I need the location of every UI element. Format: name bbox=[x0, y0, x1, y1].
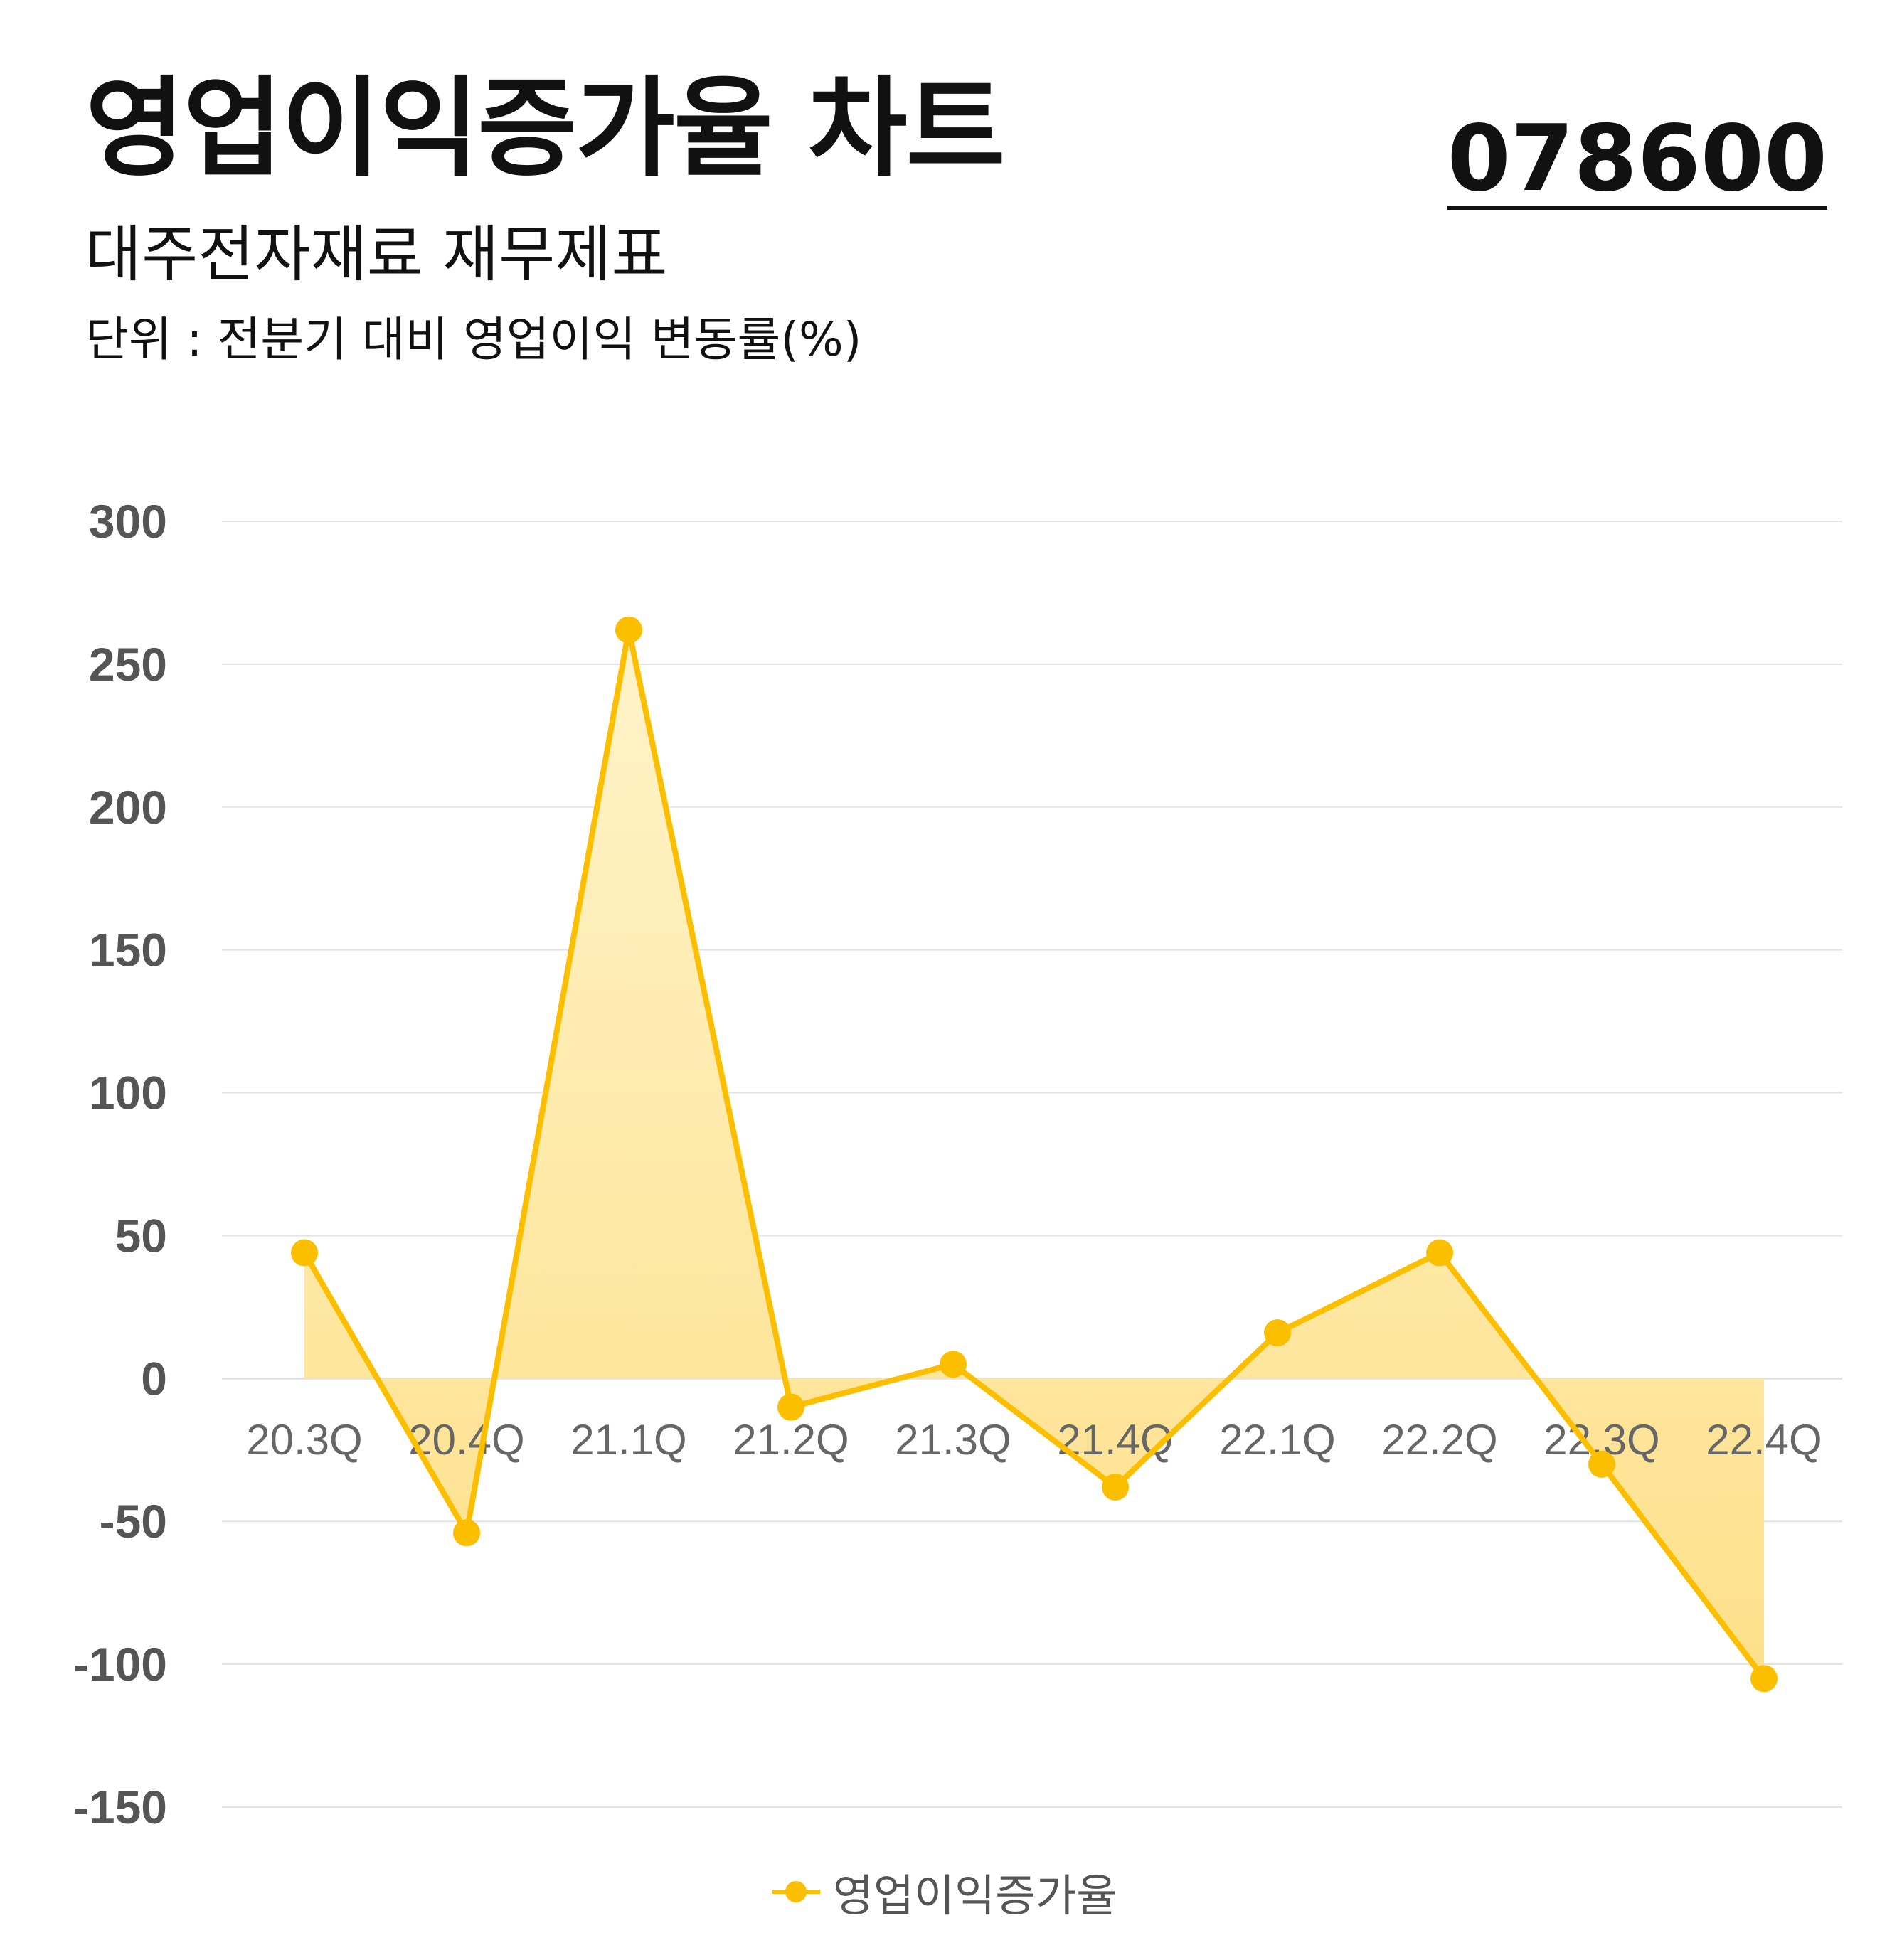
data-point bbox=[1750, 1665, 1778, 1693]
x-tick-label: 22.4Q bbox=[1706, 1416, 1822, 1464]
data-point bbox=[940, 1351, 967, 1378]
data-point bbox=[1426, 1239, 1453, 1267]
data-point bbox=[1264, 1319, 1291, 1347]
x-tick-label: 22.2Q bbox=[1381, 1416, 1497, 1464]
data-point bbox=[777, 1393, 804, 1421]
y-tick-label: 200 bbox=[89, 781, 167, 833]
ticker-code: 078600 bbox=[1447, 106, 1827, 212]
x-tick-label: 20.4Q bbox=[408, 1416, 524, 1464]
y-tick-label: 150 bbox=[89, 924, 167, 976]
unit-label: 단위 : 전분기 대비 영업이익 변동률(%) bbox=[85, 312, 862, 367]
series-area bbox=[304, 629, 1764, 1679]
x-tick-label: 21.3Q bbox=[895, 1416, 1011, 1464]
y-tick-label: 50 bbox=[115, 1209, 167, 1262]
legend: 영업이익증가율 bbox=[772, 1860, 1117, 1924]
y-tick-label: -100 bbox=[73, 1638, 167, 1690]
data-point bbox=[1102, 1474, 1129, 1501]
legend-marker bbox=[772, 1878, 820, 1906]
y-tick-label: 100 bbox=[89, 1067, 167, 1119]
y-tick-label: -50 bbox=[100, 1495, 167, 1548]
chart-title: 영업이익증가율 차트 bbox=[85, 65, 1005, 191]
x-tick-label: 21.2Q bbox=[733, 1416, 849, 1464]
legend-label: 영업이익증가율 bbox=[833, 1870, 1117, 1922]
y-tick-label: -150 bbox=[73, 1781, 167, 1833]
x-tick-label: 22.1Q bbox=[1219, 1416, 1335, 1464]
y-tick-label: 300 bbox=[89, 495, 167, 548]
x-tick-label: 20.3Q bbox=[246, 1416, 362, 1464]
data-point bbox=[291, 1239, 318, 1267]
series-line bbox=[302, 627, 1767, 1682]
x-tick-label: 21.1Q bbox=[570, 1416, 686, 1464]
y-tick-label: 0 bbox=[141, 1352, 167, 1405]
y-tick-label: 250 bbox=[89, 638, 167, 691]
data-point bbox=[1588, 1450, 1615, 1478]
chart-subtitle: 대주전자재료 재무제표 bbox=[85, 219, 668, 290]
data-point bbox=[453, 1519, 480, 1547]
data-point bbox=[615, 616, 642, 644]
